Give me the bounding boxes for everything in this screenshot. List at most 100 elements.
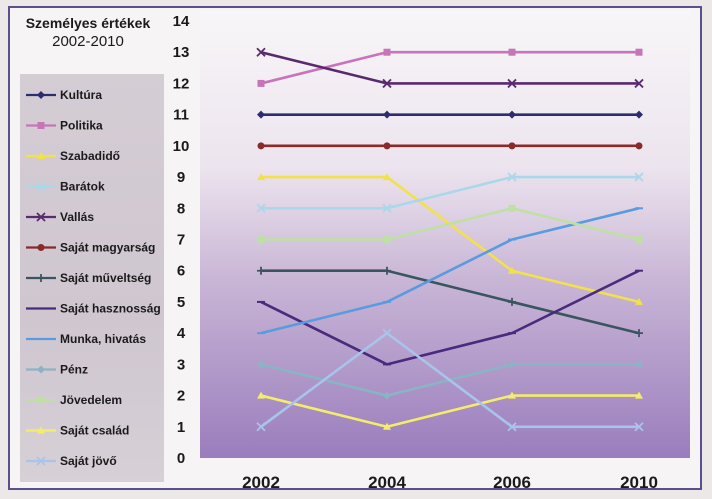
legend-label: Saját család (60, 424, 129, 438)
series-saját-hasznosság (257, 269, 643, 366)
x-tick-label: 2006 (493, 473, 531, 492)
legend-label: Kultúra (60, 88, 102, 102)
legend-label: Munka, hivatás (60, 332, 146, 346)
data-point (507, 172, 517, 182)
series-vallás (256, 47, 644, 89)
series-line (260, 50, 639, 85)
legend-label: Saját magyarság (60, 241, 155, 255)
data-point (36, 456, 46, 466)
y-tick-label: 0 (177, 450, 185, 467)
data-point (36, 212, 46, 222)
data-point (383, 391, 391, 400)
data-point (257, 391, 265, 399)
data-point (508, 142, 516, 150)
legend-item: Munka, hivatás (26, 332, 146, 346)
data-point (508, 360, 516, 369)
legend-label: Barátok (60, 180, 105, 194)
legend-item: Saját család (26, 424, 129, 438)
x-tick-label: 2004 (368, 473, 406, 492)
data-point (383, 173, 391, 181)
x-tick-label: 2010 (620, 473, 658, 492)
legend-item: Saját magyarság (26, 241, 155, 255)
series-saját-jövő (256, 328, 644, 432)
data-point (508, 204, 516, 212)
data-point (382, 78, 392, 89)
data-point (257, 110, 265, 119)
data-point (383, 142, 391, 150)
data-point (383, 422, 391, 430)
data-point (383, 110, 391, 119)
y-tick-label: 13 (173, 44, 190, 61)
data-point (635, 297, 643, 305)
data-point (257, 142, 265, 150)
data-point (634, 78, 644, 89)
legend-label: Pénz (60, 363, 88, 377)
data-point (383, 236, 391, 243)
data-point (634, 422, 644, 432)
legend-label: Saját műveltség (60, 271, 151, 285)
x-axis: 2002 2004 2006 2010 (242, 473, 658, 492)
series-lines (256, 47, 644, 432)
data-point (635, 360, 643, 369)
series-saját-műveltség (257, 266, 643, 338)
legend-item: Szabadidő (26, 149, 120, 163)
chart-title-block: Személyes értékek 2002-2010 (12, 14, 164, 52)
series-line (261, 175, 639, 210)
series-line (261, 206, 640, 241)
legend-label: Saját hasznosság (60, 302, 161, 316)
legend-item: Pénz (26, 363, 88, 377)
y-tick-label: 4 (177, 325, 186, 342)
y-tick-label: 2 (177, 388, 185, 405)
series-jövedelem (257, 204, 643, 243)
legend-item: Saját jövő (26, 454, 117, 468)
series-line (260, 269, 640, 366)
y-tick-label: 5 (177, 294, 185, 311)
data-point (37, 152, 45, 159)
legend-item: Barátok (26, 180, 105, 194)
data-point (37, 396, 45, 404)
y-tick-label: 1 (177, 419, 185, 436)
data-point (635, 329, 643, 338)
legend-item: Vallás (26, 210, 94, 224)
data-point (508, 297, 516, 306)
legend: Kultúra Politika Szabadidő Barátok Vallás Saj… (26, 88, 161, 468)
data-point (382, 203, 392, 213)
y-tick-label: 6 (177, 263, 185, 280)
y-tick-label: 10 (173, 138, 190, 155)
data-point (37, 91, 45, 99)
data-point (635, 142, 643, 150)
legend-label: Szabadidő (60, 149, 120, 163)
data-point (37, 365, 45, 374)
data-point (37, 122, 45, 129)
data-point (36, 181, 46, 192)
legend-panel: Személyes értékek 2002-2010 (12, 10, 164, 486)
data-point (256, 422, 266, 432)
data-point (507, 422, 517, 432)
data-point (256, 203, 266, 213)
data-point (37, 244, 45, 251)
data-point (507, 78, 517, 89)
data-point (382, 328, 392, 338)
legend-label: Jövedelem (60, 393, 122, 407)
data-point (508, 48, 516, 56)
chart-subtitle: 2002-2010 (52, 33, 124, 50)
y-tick-label: 3 (177, 356, 185, 373)
data-point (383, 266, 391, 275)
series-line (261, 269, 640, 335)
data-point (508, 266, 516, 274)
series-barátok (256, 172, 644, 213)
data-point (257, 173, 265, 181)
data-point (37, 426, 45, 434)
series-line (260, 394, 639, 429)
data-point (256, 47, 266, 57)
data-point (635, 48, 643, 56)
y-tick-label: 14 (173, 13, 190, 30)
data-point (37, 274, 45, 282)
data-point (257, 266, 265, 275)
series-kultúra (257, 110, 643, 119)
legend-item: Politika (26, 119, 103, 133)
x-tick-label: 2002 (242, 473, 280, 492)
y-tick-label: 9 (177, 169, 185, 186)
